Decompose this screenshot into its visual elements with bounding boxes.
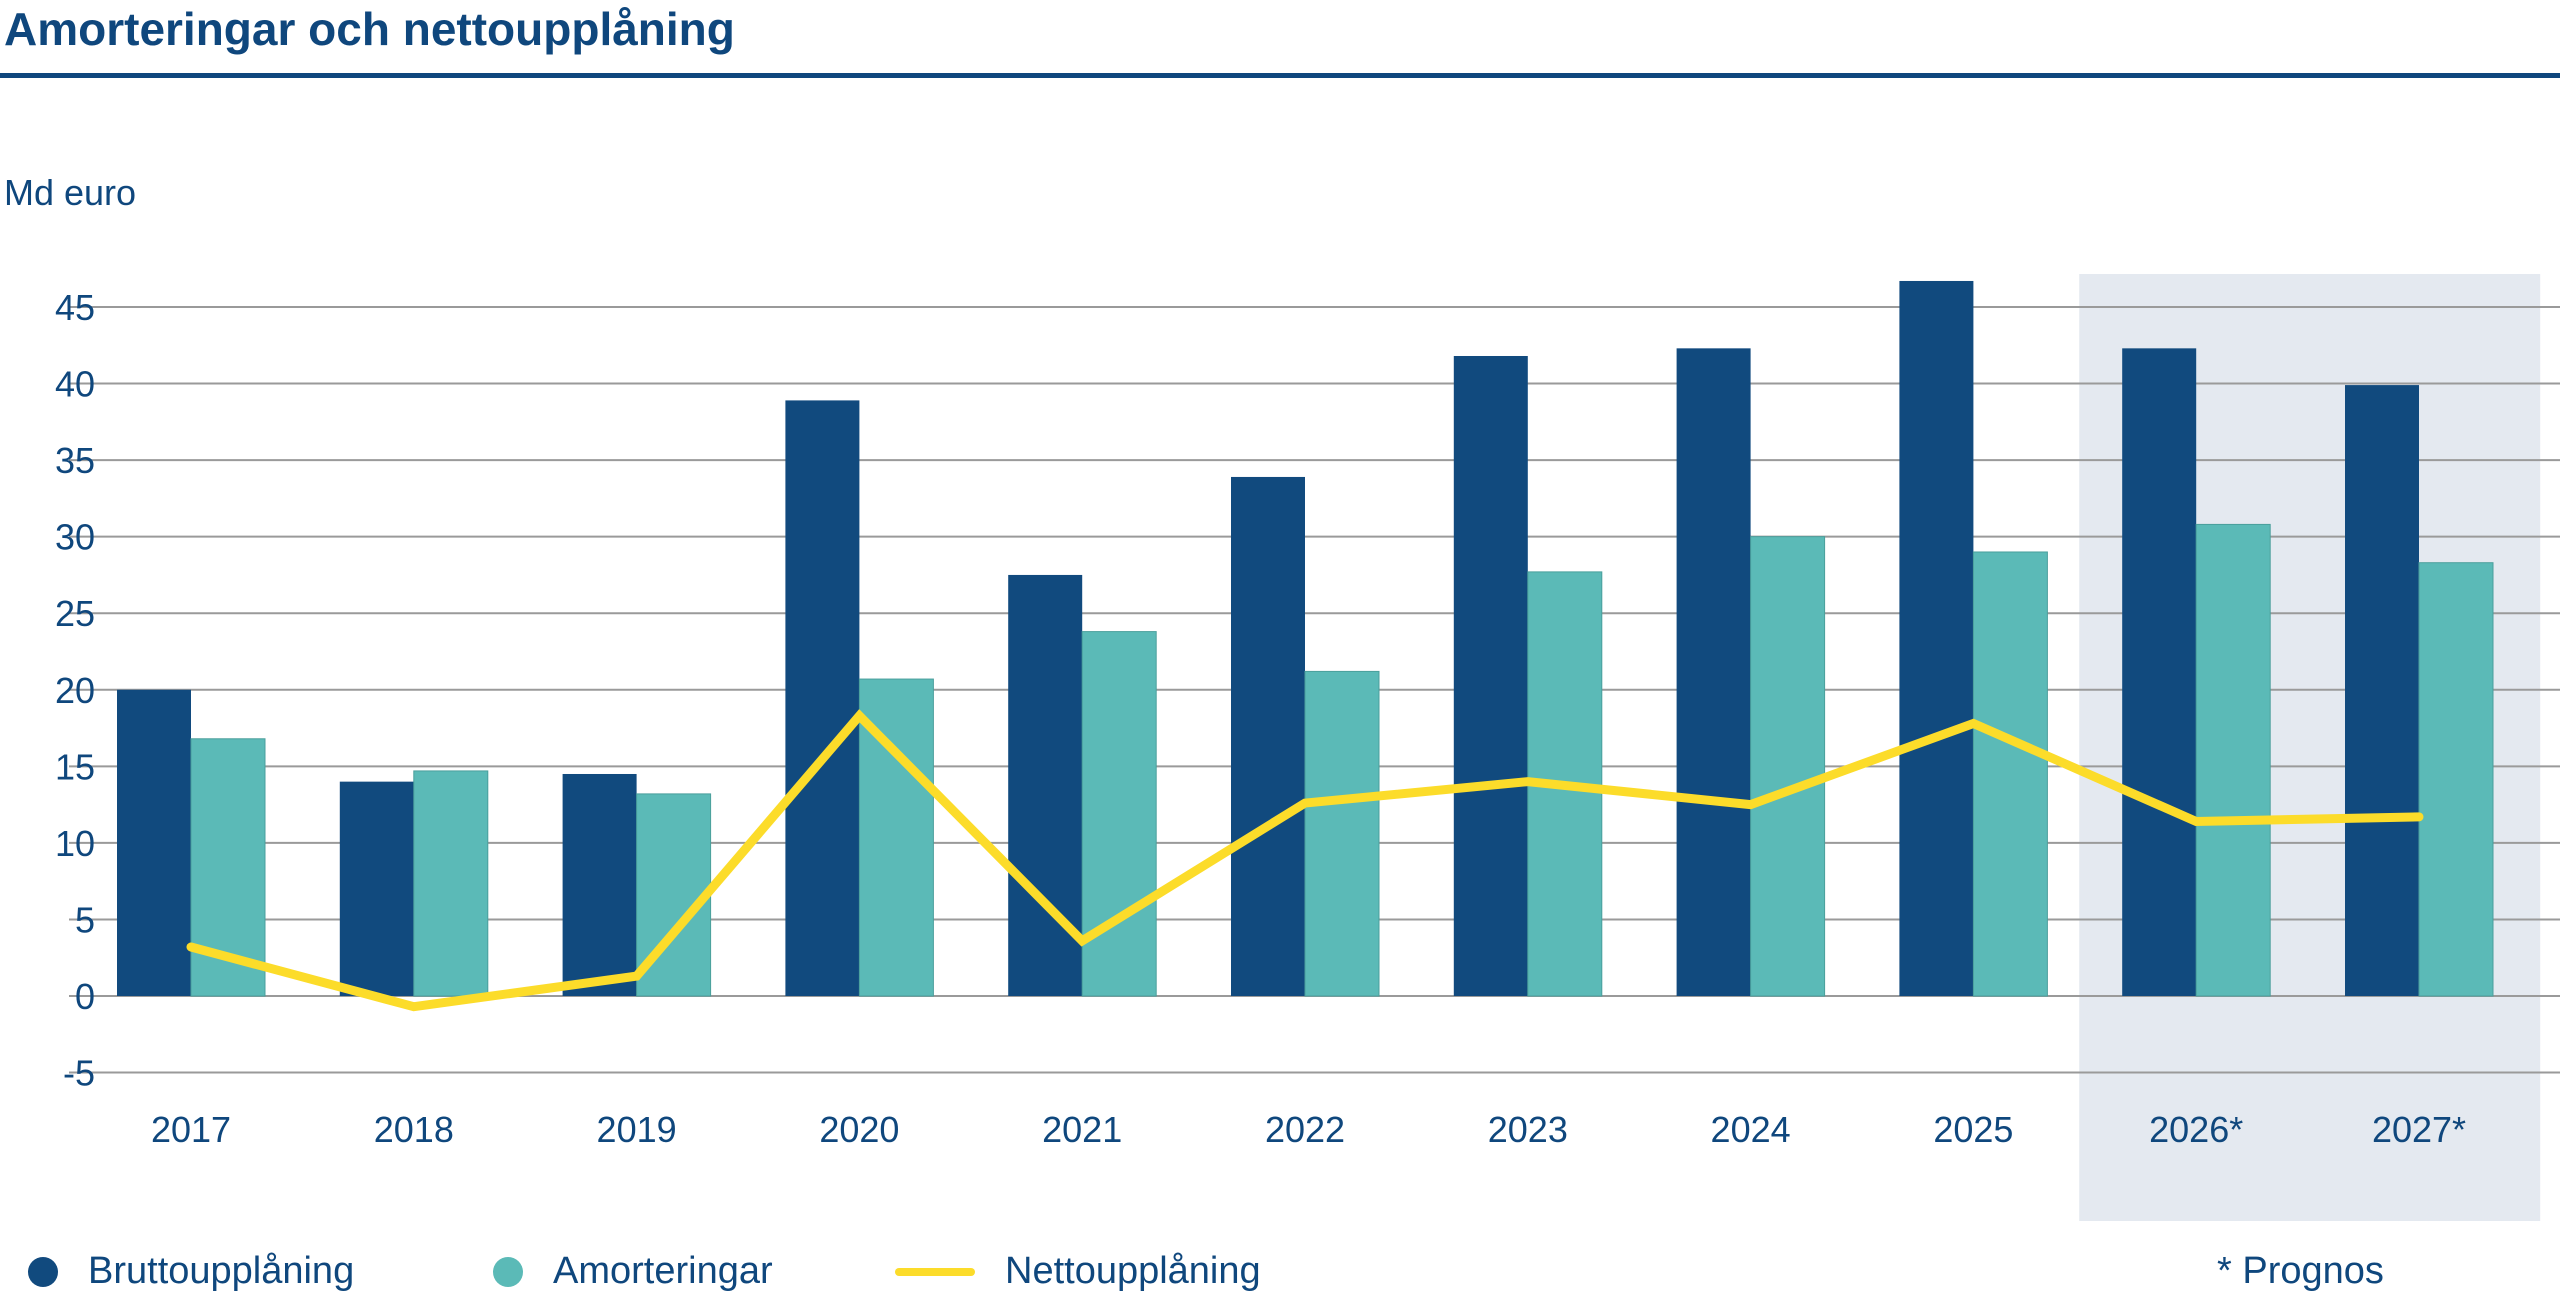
legend-label: Bruttoupplåning bbox=[88, 1250, 355, 1292]
bar-amorteringar bbox=[1972, 551, 2048, 997]
x-tick-label: 2021 bbox=[1042, 1109, 1122, 1150]
legend-item-nettoupplaning: Nettoupplåning bbox=[895, 1250, 1261, 1293]
legend-swatch-amorteringar bbox=[493, 1256, 523, 1287]
bar-amorteringar bbox=[2195, 523, 2271, 997]
bar-amorteringar bbox=[1081, 631, 1157, 997]
x-tick-label: 2027* bbox=[2372, 1109, 2466, 1150]
x-tick-label: 2026* bbox=[2149, 1109, 2243, 1150]
y-tick-label: 20 bbox=[55, 670, 95, 711]
y-axis-label: Md euro bbox=[4, 172, 137, 213]
bar-bruttoupplåning bbox=[2345, 385, 2419, 996]
x-tick-label: 2018 bbox=[374, 1109, 454, 1150]
y-tick-label: 5 bbox=[75, 899, 95, 940]
title-rule bbox=[0, 73, 2560, 78]
y-tick-label: 40 bbox=[55, 364, 95, 405]
y-tick-label: 0 bbox=[75, 976, 95, 1017]
x-tick-label: 2022 bbox=[1265, 1109, 1345, 1150]
bar-bruttoupplåning bbox=[117, 689, 191, 996]
bar-bruttoupplåning bbox=[1453, 355, 1528, 996]
x-tick-label: 2025 bbox=[1933, 1109, 2013, 1150]
forecast-note: * Prognos bbox=[2217, 1250, 2384, 1293]
bar-bruttoupplåning bbox=[2122, 348, 2197, 997]
y-tick-label: -5 bbox=[63, 1053, 95, 1094]
legend-swatch-nettoupplaning bbox=[895, 1267, 975, 1276]
bar-amorteringar bbox=[413, 770, 489, 997]
y-tick-label: 25 bbox=[55, 593, 95, 634]
y-tick-label: 30 bbox=[55, 517, 95, 558]
legend-item-amorteringar: Amorteringar bbox=[493, 1250, 773, 1293]
y-tick-label: 10 bbox=[55, 823, 95, 864]
legend-label: Nettoupplåning bbox=[1005, 1250, 1261, 1292]
legend-swatch-bruttoupplaning bbox=[28, 1256, 58, 1287]
bar-bruttoupplåning bbox=[785, 400, 860, 996]
x-tick-label: 2023 bbox=[1488, 1109, 1568, 1150]
x-tick-label: 2020 bbox=[819, 1109, 899, 1150]
bar-bruttoupplåning bbox=[339, 781, 414, 996]
y-tick-label: 15 bbox=[55, 746, 95, 787]
x-tick-label: 2024 bbox=[1711, 1109, 1791, 1150]
bar-bruttoupplåning bbox=[1676, 348, 1751, 997]
legend-item-bruttoupplaning: Bruttoupplåning bbox=[28, 1250, 354, 1293]
bar-bruttoupplåning bbox=[1899, 280, 1974, 997]
bar-bruttoupplåning bbox=[1231, 476, 1305, 996]
legend-label: Amorteringar bbox=[553, 1250, 773, 1292]
x-tick-label: 2017 bbox=[151, 1109, 231, 1150]
x-tick-label: 2019 bbox=[597, 1109, 677, 1150]
y-tick-label: 45 bbox=[55, 287, 95, 328]
y-tick-label: 35 bbox=[55, 440, 95, 481]
bar-amorteringar bbox=[2418, 562, 2494, 997]
chart-title: Amorteringar och nettoupplåning bbox=[4, 3, 735, 55]
bar-amorteringar bbox=[1304, 670, 1380, 997]
forecast-note-text: * Prognos bbox=[2217, 1250, 2384, 1292]
bar-bruttoupplåning bbox=[562, 773, 637, 996]
bar-amorteringar bbox=[1750, 536, 1826, 997]
